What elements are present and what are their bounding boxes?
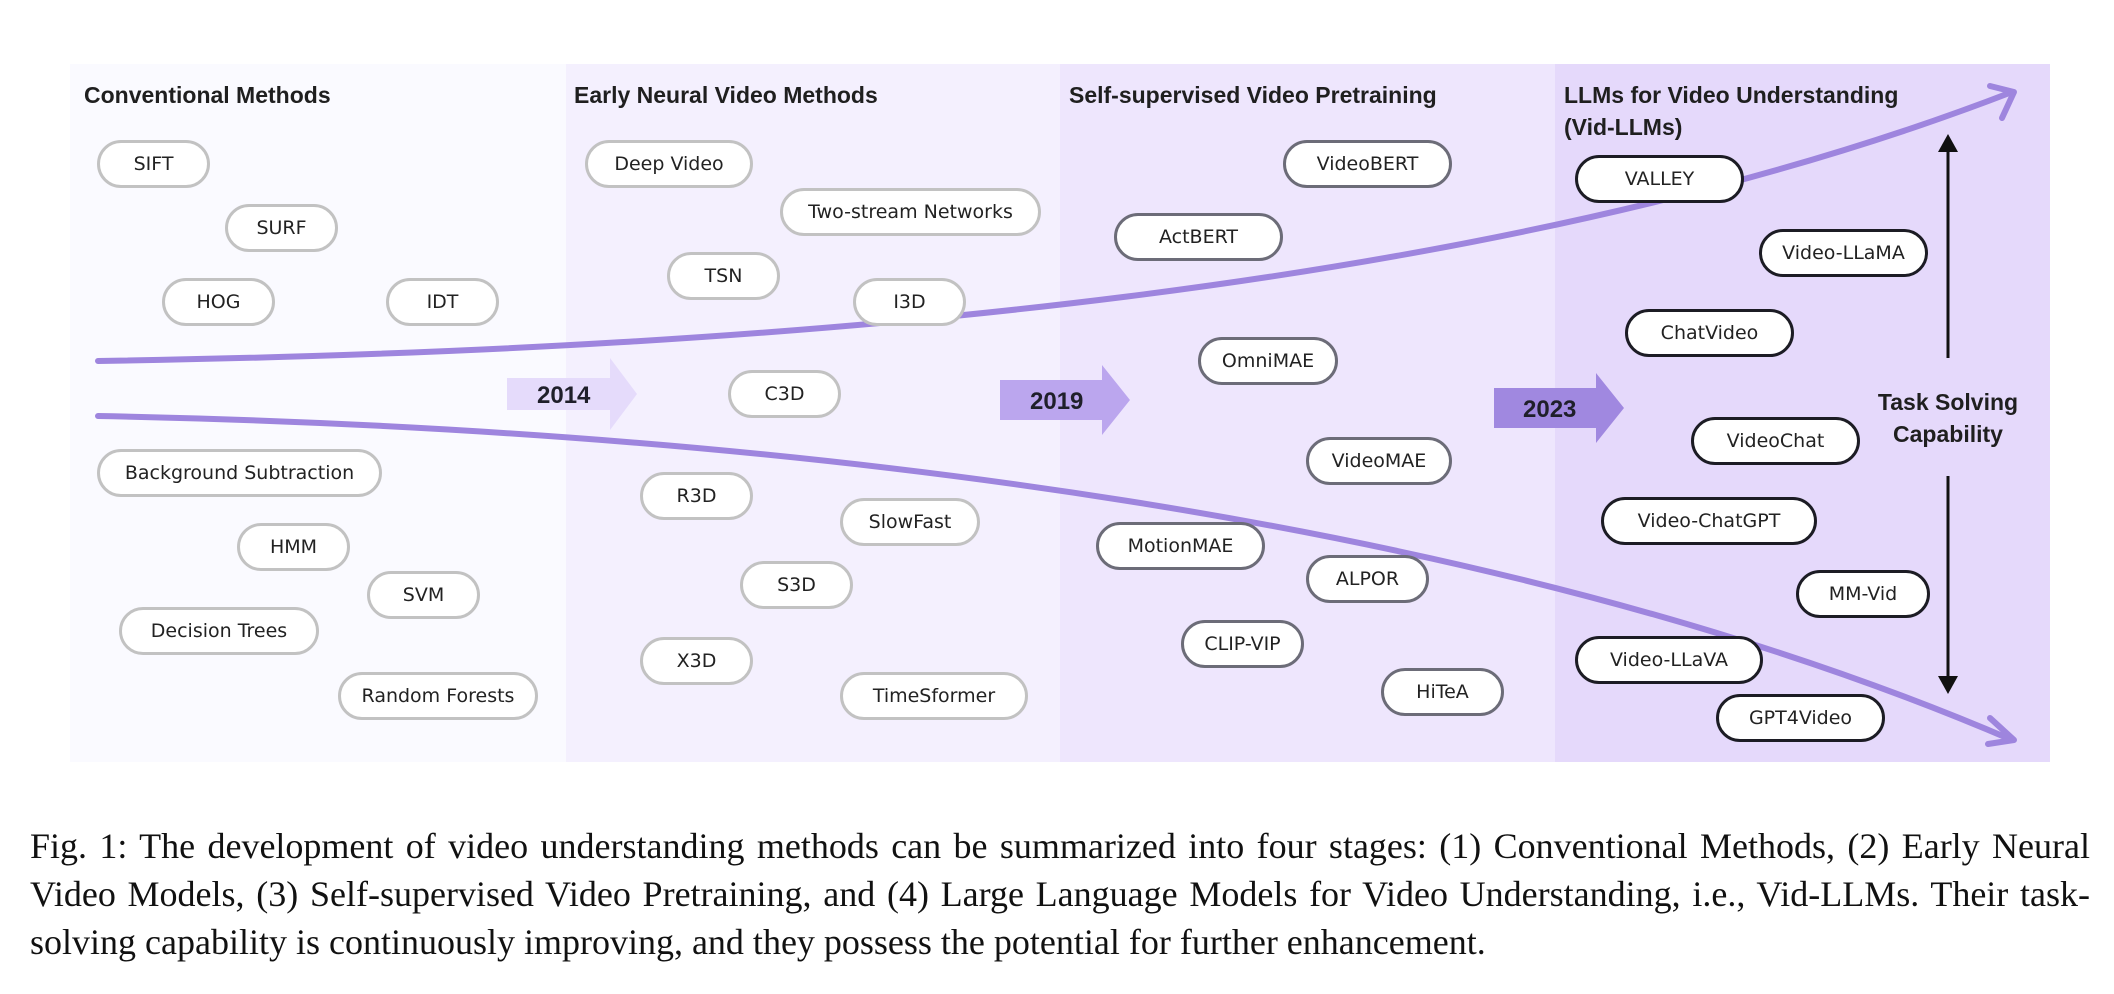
method-video-llama: Video-LLaMA	[1759, 229, 1928, 277]
year-label-2019: 2019	[1030, 388, 1084, 415]
method-x3d: X3D	[640, 637, 753, 685]
year-arrow-2014-shape	[507, 358, 637, 430]
method-i3d: I3D	[853, 278, 966, 326]
method-s3d: S3D	[740, 561, 853, 609]
year-label-2023: 2023	[1523, 396, 1577, 423]
stage-title-vid-llms-line2: (Vid-LLMs)	[1564, 114, 1683, 140]
method-c3d: C3D	[728, 370, 841, 418]
method-motionmae: MotionMAE	[1096, 522, 1265, 570]
method-two-stream-networks: Two-stream Networks	[780, 188, 1041, 236]
method-videochat: VideoChat	[1691, 417, 1860, 465]
capability-up-arrowhead	[1938, 134, 1958, 152]
upper-funnel-curve	[95, 89, 2015, 364]
method-idt: IDT	[386, 278, 499, 326]
method-chatvideo: ChatVideo	[1625, 309, 1794, 357]
method-sift: SIFT	[97, 140, 210, 188]
method-tsn: TSN	[667, 252, 780, 300]
stage-title-self-supervised: Self-supervised Video Pretraining	[1069, 82, 1437, 108]
capability-down-arrowhead	[1938, 676, 1958, 694]
method-mm-vid: MM-Vid	[1796, 570, 1930, 618]
method-videobert: VideoBERT	[1283, 140, 1452, 188]
method-svm: SVM	[367, 571, 480, 619]
method-timesformer: TimeSformer	[840, 672, 1028, 720]
method-background-subtraction: Background Subtraction	[97, 449, 382, 497]
method-actbert: ActBERT	[1114, 213, 1283, 261]
year-arrow-2023-shape	[1494, 373, 1624, 443]
method-hog: HOG	[162, 278, 275, 326]
method-video-llava: Video-LLaVA	[1575, 636, 1763, 684]
method-video-chatgpt: Video-ChatGPT	[1601, 497, 1817, 545]
task-label-line2: Capability	[1893, 421, 2003, 447]
method-surf: SURF	[225, 204, 338, 252]
stage-title-vid-llms-line1: LLMs for Video Understanding	[1564, 82, 1899, 108]
method-slowfast: SlowFast	[840, 498, 980, 546]
stage-title-conventional: Conventional Methods	[84, 82, 331, 108]
method-omnimae: OmniMAE	[1198, 337, 1338, 385]
method-hitea: HiTeA	[1381, 668, 1504, 716]
method-deep-video: Deep Video	[585, 140, 753, 188]
upper-curve-arrowhead	[1987, 83, 2017, 121]
stage-title-early-neural: Early Neural Video Methods	[574, 82, 878, 108]
lower-funnel-curve	[95, 413, 2015, 743]
task-solving-capability-label: Task Solving Capability	[1848, 386, 2048, 450]
method-decision-trees: Decision Trees	[119, 607, 319, 655]
method-videomae: VideoMAE	[1306, 437, 1452, 485]
method-random-forests: Random Forests	[338, 672, 538, 720]
method-clip-vip: CLIP-VIP	[1181, 620, 1304, 668]
method-valley: VALLEY	[1575, 155, 1744, 203]
year-arrow-2019-shape	[1000, 365, 1130, 435]
task-label-line1: Task Solving	[1877, 389, 2019, 415]
method-r3d: R3D	[640, 472, 753, 520]
year-label-2014: 2014	[537, 382, 591, 409]
method-hmm: HMM	[237, 523, 350, 571]
lower-curve-arrowhead	[1985, 715, 2017, 747]
figure-caption: Fig. 1: The development of video underst…	[30, 826, 2090, 962]
method-gpt4video: GPT4Video	[1716, 694, 1885, 742]
method-alpor: ALPOR	[1306, 555, 1429, 603]
stage-title-vid-llms: LLMs for Video Understanding (Vid-LLMs)	[1564, 79, 1898, 143]
